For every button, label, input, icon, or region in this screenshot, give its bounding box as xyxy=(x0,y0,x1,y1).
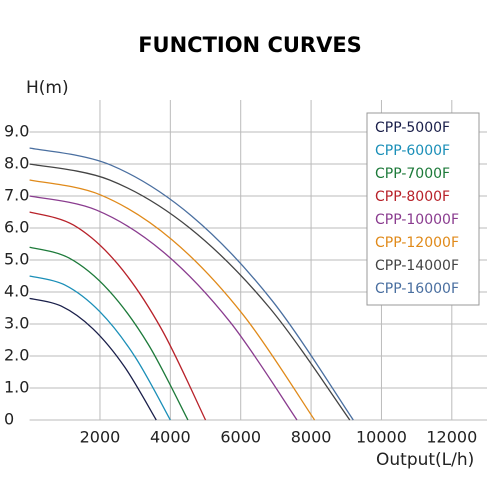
y-tick-label: 2.0 xyxy=(4,346,29,365)
y-tick-label: 8.0 xyxy=(4,154,29,173)
x-axis-label: Output(L/h) xyxy=(376,450,474,470)
x-tick-label: 6000 xyxy=(220,428,261,447)
y-tick-label: 0 xyxy=(4,410,14,429)
y-tick-label: 7.0 xyxy=(4,186,29,205)
legend-entry: CPP-7000F xyxy=(375,166,450,182)
legend-entry: CPP-8000F xyxy=(375,189,450,205)
legend-entry: CPP-12000F xyxy=(375,235,459,251)
legend-entry: CPP-16000F xyxy=(375,281,459,297)
y-tick-label: 3.0 xyxy=(4,314,29,333)
legend-entry: CPP-14000F xyxy=(375,258,459,274)
pump-curve xyxy=(29,195,298,421)
pump-curve xyxy=(29,275,171,421)
y-tick-label: 6.0 xyxy=(4,218,29,237)
pump-curve xyxy=(29,163,351,421)
pump-curve xyxy=(29,211,207,421)
x-tick-label: 4000 xyxy=(150,428,191,447)
chart-title: FUNCTION CURVES xyxy=(138,33,362,57)
legend-entry: CPP-5000F xyxy=(375,120,450,136)
pump-curve xyxy=(29,179,316,421)
y-axis-label: H(m) xyxy=(26,78,69,98)
pump-curve xyxy=(29,147,354,421)
y-tick-label: 9.0 xyxy=(4,122,29,141)
x-tick-label: 12000 xyxy=(426,428,477,447)
pump-curve xyxy=(29,297,157,421)
pump-curve xyxy=(29,246,189,421)
x-tick-label: 10000 xyxy=(356,428,407,447)
y-tick-label: 4.0 xyxy=(4,282,29,301)
legend-entry: CPP-6000F xyxy=(375,143,450,159)
y-tick-label: 5.0 xyxy=(4,250,29,269)
legend-entry: CPP-10000F xyxy=(375,212,459,228)
y-tick-label: 1.0 xyxy=(4,378,29,397)
legend-box xyxy=(366,112,480,306)
x-tick-label: 8000 xyxy=(291,428,332,447)
x-tick-label: 2000 xyxy=(80,428,121,447)
